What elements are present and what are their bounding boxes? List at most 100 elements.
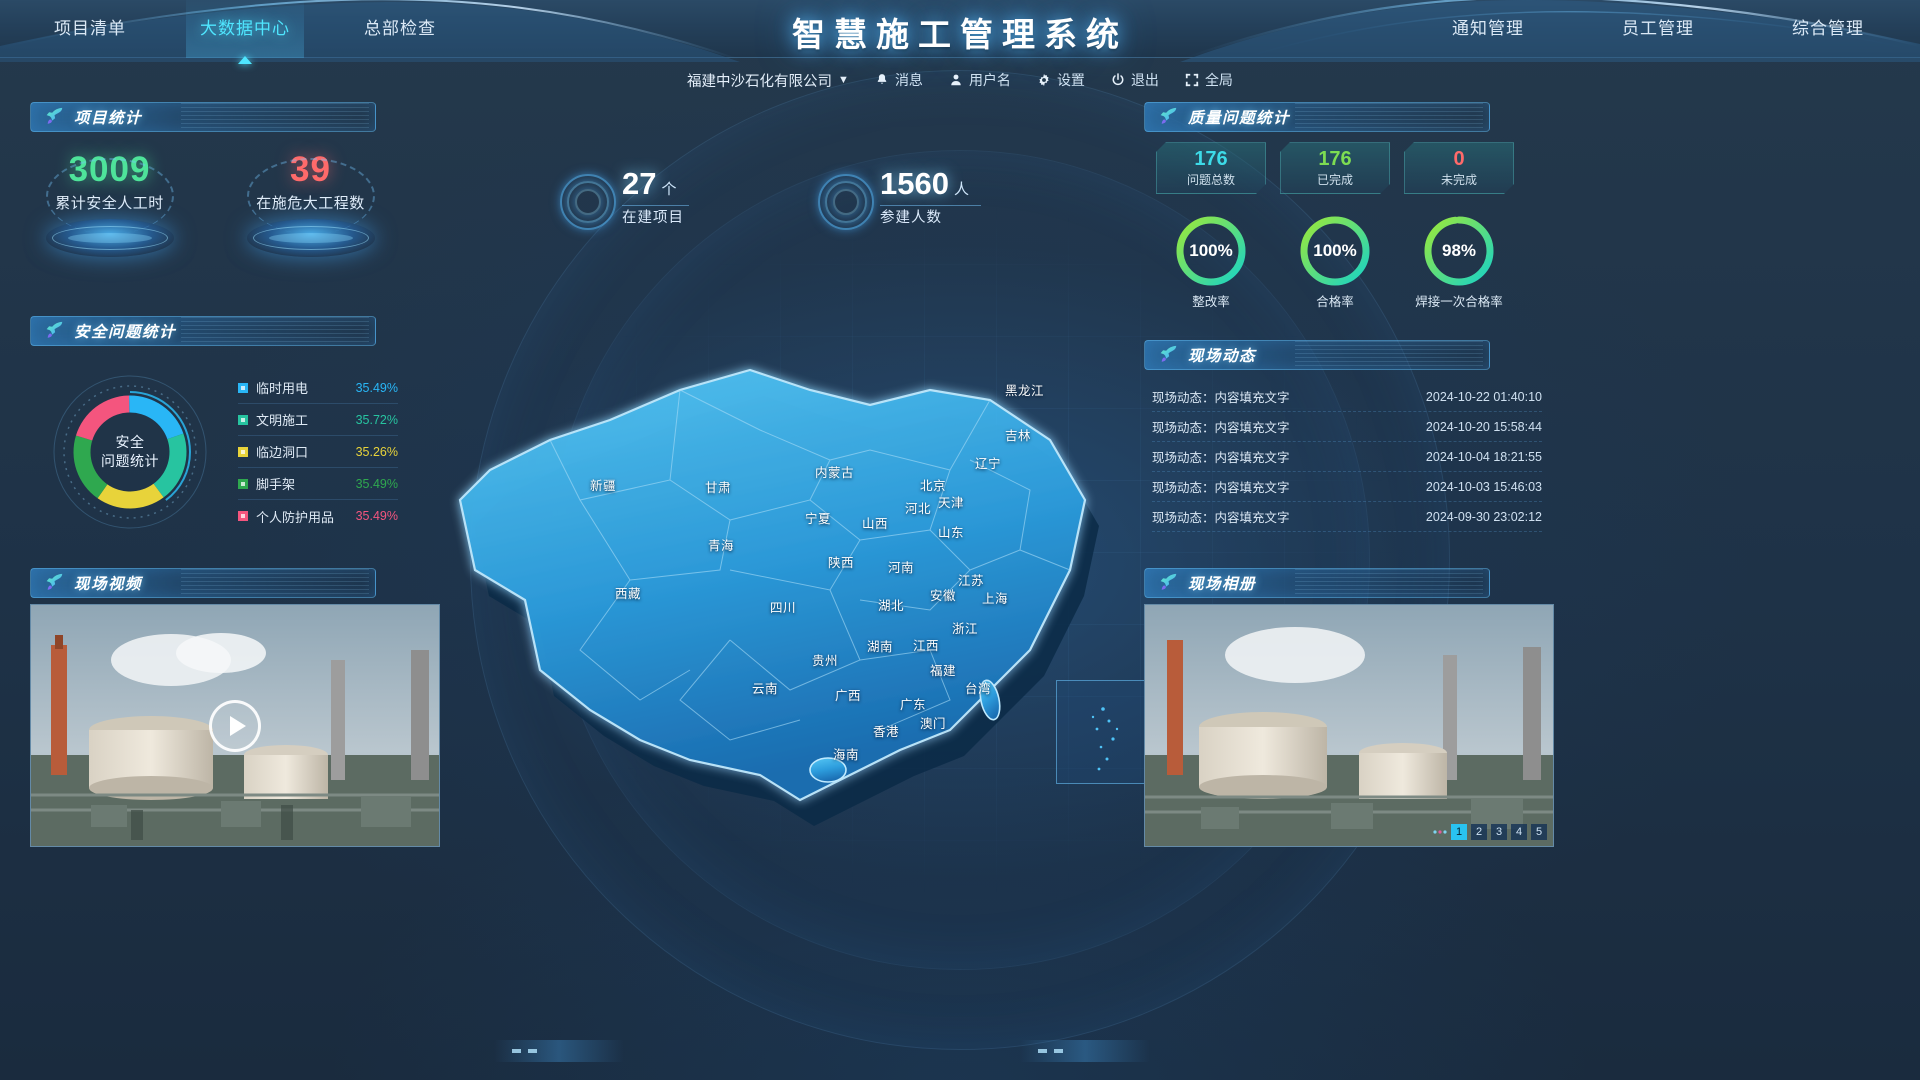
top-navigation-bar: 项目清单 大数据中心 总部检查 通知管理 员工管理 综合管理 bbox=[0, 0, 1920, 62]
kpi-label: 在建项目 bbox=[622, 210, 684, 226]
legend-label: 文明施工 bbox=[256, 413, 309, 428]
donut-slice-3[interactable] bbox=[73, 435, 108, 499]
pager-page-3[interactable]: 3 bbox=[1491, 824, 1507, 840]
company-selector[interactable]: 福建中沙石化有限公司 ▼ bbox=[687, 70, 849, 91]
dynamics-row[interactable]: 现场动态：内容填充文字 2024-09-30 23:02:12 bbox=[1152, 502, 1542, 532]
bell-icon bbox=[875, 73, 889, 87]
map-label-province: 黑龙江 bbox=[1005, 384, 1045, 398]
panel-header-site-dynamics: 现场动态 bbox=[1144, 340, 1490, 370]
dynamics-time: 2024-10-20 15:58:44 bbox=[1425, 419, 1542, 434]
map-label-province: 广西 bbox=[835, 689, 862, 703]
quality-card[interactable]: 176 问题总数 bbox=[1156, 142, 1266, 194]
kpi-unit: 个 bbox=[661, 181, 677, 198]
map-label-province: 安徽 bbox=[930, 589, 957, 603]
map-label-province: 上海 bbox=[982, 592, 1009, 606]
site-video-player[interactable] bbox=[30, 604, 440, 847]
dynamics-row[interactable]: 现场动态：内容填充文字 2024-10-22 01:40:10 bbox=[1152, 382, 1542, 412]
company-name: 福建中沙石化有限公司 bbox=[687, 73, 833, 90]
map-label-province: 河北 bbox=[905, 502, 932, 516]
map-label-province: 新疆 bbox=[590, 479, 617, 493]
map-inset-south-sea bbox=[1056, 680, 1150, 784]
dynamics-text: 现场动态：内容填充文字 bbox=[1152, 451, 1290, 465]
chevron-down-icon: ▼ bbox=[838, 74, 849, 86]
legend-row[interactable]: 临时用电 35.49% bbox=[238, 372, 398, 404]
stat-label: 累计安全人工时 bbox=[55, 195, 164, 212]
toolbar-username[interactable]: 用户名 bbox=[949, 70, 1011, 90]
map-label-province: 辽宁 bbox=[975, 457, 1002, 471]
toolbar-logout[interactable]: 退出 bbox=[1111, 70, 1159, 90]
toolbar-messages-label: 消息 bbox=[894, 72, 923, 88]
legend-row[interactable]: 个人防护用品 35.49% bbox=[238, 500, 398, 532]
donut-slice-4[interactable] bbox=[75, 395, 130, 441]
bottom-decoration-left bbox=[494, 1040, 624, 1062]
toolbar-settings[interactable]: 设置 bbox=[1037, 70, 1085, 90]
legend-row[interactable]: 文明施工 35.72% bbox=[238, 404, 398, 436]
legend-swatch-icon bbox=[238, 446, 248, 457]
rocket-icon bbox=[1160, 107, 1177, 124]
nav-item-project-list[interactable]: 项目清单 bbox=[54, 19, 126, 38]
quality-card-value: 176 bbox=[1318, 148, 1352, 170]
dynamics-row[interactable]: 现场动态：内容填充文字 2024-10-20 15:58:44 bbox=[1152, 412, 1542, 442]
map-label-province: 北京 bbox=[920, 479, 947, 493]
map-label-province: 湖南 bbox=[867, 640, 894, 654]
nav-item-general-mgmt[interactable]: 综合管理 bbox=[1792, 19, 1864, 38]
donut-slice-1[interactable] bbox=[153, 433, 187, 498]
header-swoosh-decoration bbox=[0, 0, 1920, 62]
nav-item-notification-mgmt[interactable]: 通知管理 bbox=[1452, 19, 1524, 38]
panel-title-text: 现场视频 bbox=[74, 576, 143, 593]
map-label-province: 香港 bbox=[873, 725, 900, 739]
gauge-value: 98% bbox=[1441, 241, 1477, 260]
donut-arcs bbox=[73, 395, 187, 509]
map-label-province: 江苏 bbox=[958, 574, 985, 588]
toolbar-messages[interactable]: 消息 bbox=[875, 70, 923, 90]
stat-value: 3009 bbox=[68, 150, 151, 189]
nav-item-employee-mgmt[interactable]: 员工管理 bbox=[1622, 19, 1694, 38]
china-map[interactable]: 黑龙江 吉林 辽宁 内蒙古 新疆 甘肃 北京 天津 河北 宁夏 山西 山东 青海 陕西 河南 江苏 西藏 上海 安徽… bbox=[430, 270, 1150, 840]
map-label-province: 西藏 bbox=[615, 587, 642, 601]
dynamics-row[interactable]: 现场动态：内容填充文字 2024-10-03 15:46:03 bbox=[1152, 472, 1542, 502]
panel-title-text: 安全问题统计 bbox=[74, 324, 177, 341]
quality-gauge: 98% 焊接一次合格率 bbox=[1404, 214, 1514, 310]
sub-toolbar: 福建中沙石化有限公司 ▼ 消息 用户名 设置 退出 全局 bbox=[0, 66, 1920, 94]
map-label-province: 浙江 bbox=[952, 622, 979, 636]
gauge-value: 100% bbox=[1313, 241, 1357, 260]
fullscreen-icon bbox=[1185, 73, 1199, 87]
gear-icon bbox=[1037, 73, 1051, 87]
legend-label: 个人防护用品 bbox=[256, 509, 335, 525]
quality-card[interactable]: 176 已完成 bbox=[1280, 142, 1390, 194]
play-button[interactable] bbox=[209, 699, 261, 752]
legend-row[interactable]: 脚手架 35.49% bbox=[238, 468, 398, 500]
safety-chart-legend: 临时用电 35.49% 文明施工 35.72% 临边洞口 35.26% 脚手架 35.49% 个… bbox=[238, 372, 398, 532]
dynamics-row[interactable]: 现场动态：内容填充文字 2024-10-04 18:21:55 bbox=[1152, 442, 1542, 472]
donut-center-line2: 问题统计 bbox=[101, 453, 159, 469]
pager-page-1[interactable]: 1 bbox=[1451, 824, 1467, 840]
toolbar-fullscreen[interactable]: 全局 bbox=[1185, 70, 1233, 90]
kpi-value: 27 bbox=[622, 166, 657, 201]
rocket-icon bbox=[46, 573, 63, 590]
dynamics-text: 现场动态：内容填充文字 bbox=[1152, 391, 1290, 405]
nav-item-hq-inspection[interactable]: 总部检查 bbox=[364, 19, 436, 38]
donut-center-line1: 安全 bbox=[115, 434, 145, 450]
bottom-decoration-right bbox=[1020, 1040, 1150, 1062]
page-title: 智慧施工管理系统 bbox=[792, 16, 1128, 53]
orb-base-glow bbox=[246, 219, 375, 257]
panel-title-text: 现场动态 bbox=[1188, 348, 1257, 365]
donut-slice-2[interactable] bbox=[97, 483, 164, 509]
stat-label: 在施危大工程数 bbox=[256, 195, 365, 212]
pager-page-5[interactable]: 5 bbox=[1531, 824, 1547, 840]
nav-item-bigdata-center[interactable]: 大数据中心 bbox=[186, 0, 304, 58]
panel-header-quality-stats: 质量问题统计 bbox=[1144, 102, 1490, 132]
legend-row[interactable]: 临边洞口 35.26% bbox=[238, 436, 398, 468]
donut-slice-0[interactable] bbox=[129, 395, 184, 440]
dynamics-time: 2024-09-30 23:02:12 bbox=[1425, 509, 1542, 524]
kpi-active-projects: 27 个 在建项目 bbox=[560, 166, 689, 230]
pager-page-4[interactable]: 4 bbox=[1511, 824, 1527, 840]
center-kpi-group: 27 个 在建项目 1560 人 参建人数 bbox=[560, 166, 1000, 236]
pager-page-2[interactable]: 2 bbox=[1471, 824, 1487, 840]
map-label-province: 云南 bbox=[752, 682, 779, 696]
quality-card[interactable]: 0 未完成 bbox=[1404, 142, 1514, 194]
gauge-value: 100% bbox=[1189, 241, 1233, 260]
panel-header-site-video: 现场视频 bbox=[30, 568, 376, 598]
